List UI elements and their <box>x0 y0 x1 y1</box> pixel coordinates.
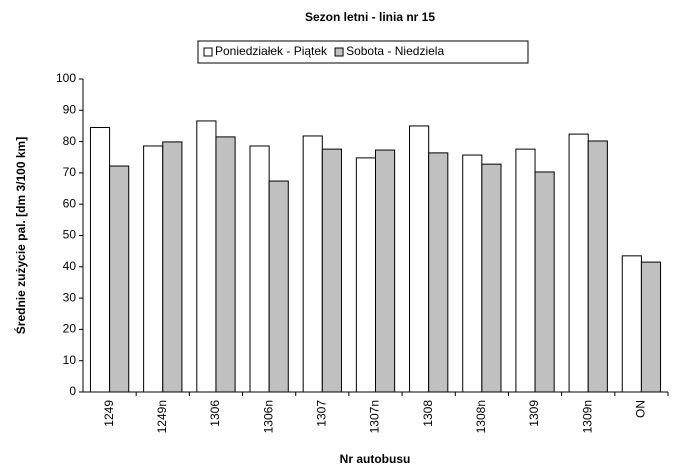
chart-title: Sezon letni - linia nr 15 <box>305 10 435 24</box>
legend-label: Poniedziałek - Piątek <box>215 44 328 58</box>
y-tick-label: 60 <box>63 196 77 210</box>
bar <box>428 152 449 393</box>
bar <box>621 255 642 393</box>
x-tick-label: 1307 <box>314 400 328 427</box>
bar <box>640 261 662 393</box>
y-tick-label: 80 <box>63 134 77 148</box>
x-tick-label: 1308 <box>421 400 435 427</box>
bar <box>196 120 217 393</box>
bar <box>268 180 289 393</box>
bar <box>534 171 555 393</box>
bar <box>515 148 536 393</box>
x-tick-label: 1309n <box>580 400 594 433</box>
bar <box>109 165 130 393</box>
x-tick-label: ON <box>634 400 648 418</box>
bar <box>481 163 502 393</box>
legend-swatch <box>334 47 344 57</box>
y-tick-label: 20 <box>63 322 77 336</box>
bar <box>568 133 589 393</box>
bar <box>215 136 236 393</box>
legend-box <box>197 40 529 64</box>
bar <box>587 140 608 393</box>
bar <box>89 127 111 393</box>
bar <box>321 148 342 393</box>
legend-label: Sobota - Niedziela <box>346 44 444 58</box>
y-tick-label: 70 <box>63 165 77 179</box>
y-tick-label: 100 <box>56 71 76 85</box>
legend-swatch <box>203 47 213 57</box>
y-tick-label: 40 <box>63 259 77 273</box>
x-tick-label: 1309 <box>527 400 541 427</box>
x-tick-label: 1249 <box>102 400 116 427</box>
x-tick-label: 1306n <box>261 400 275 433</box>
bar <box>249 145 270 393</box>
y-tick-label: 50 <box>63 228 77 242</box>
y-axis-label: Średnie zużycie pal. [dm 3/100 km] <box>13 137 28 334</box>
bar <box>302 135 323 393</box>
x-tick-label: 1307n <box>368 400 382 433</box>
y-tick-label: 90 <box>63 102 77 116</box>
bar <box>162 141 183 393</box>
y-tick-label: 10 <box>63 353 77 367</box>
x-axis-label: Nr autobusu <box>340 452 411 466</box>
bar <box>409 125 430 393</box>
x-tick-label: 1249n <box>155 400 169 433</box>
bar <box>375 149 396 393</box>
x-tick-label: 1308n <box>474 400 488 433</box>
bar <box>462 154 483 393</box>
bar <box>143 145 164 393</box>
bar <box>355 157 377 393</box>
x-tick-label: 1306 <box>208 400 222 427</box>
y-tick-label: 30 <box>63 290 77 304</box>
y-tick-label: 0 <box>69 384 76 398</box>
